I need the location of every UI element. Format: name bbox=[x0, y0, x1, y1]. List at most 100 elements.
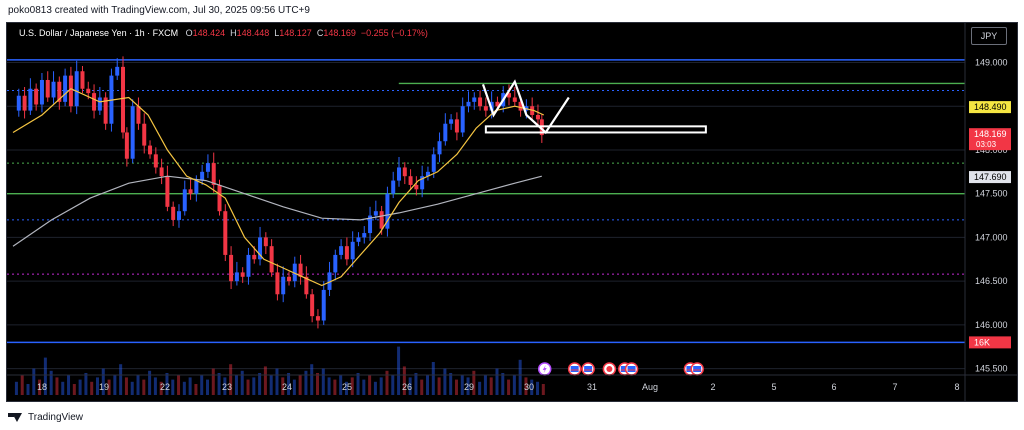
x-tick-label-9: 31 bbox=[587, 382, 597, 392]
candle-body bbox=[356, 237, 361, 242]
candle-body bbox=[182, 189, 187, 212]
volume-bar bbox=[495, 368, 499, 395]
candle-body bbox=[229, 254, 234, 282]
candle-body bbox=[281, 276, 286, 295]
candle-body bbox=[391, 180, 396, 194]
candle-body bbox=[45, 79, 50, 98]
y-tick-label-6: 146.000 bbox=[975, 320, 1008, 330]
candle-body bbox=[304, 276, 309, 295]
volume-bar bbox=[61, 381, 65, 395]
volume-bar bbox=[478, 381, 482, 395]
chart-canvas[interactable]: 149.000148.500148.000147.500147.000146.5… bbox=[7, 23, 1017, 401]
candle-body bbox=[472, 97, 477, 102]
volume-bar bbox=[443, 368, 447, 395]
candle-body bbox=[16, 95, 21, 111]
candle-body bbox=[223, 211, 228, 255]
volume-bar bbox=[420, 379, 424, 395]
x-tick-label-3: 23 bbox=[222, 382, 232, 392]
candle-body bbox=[159, 167, 164, 177]
volume-bar bbox=[20, 375, 24, 395]
moving-average-slow bbox=[12, 175, 542, 247]
volume-bar bbox=[194, 384, 198, 395]
volume-bar bbox=[84, 373, 88, 395]
volume-bar bbox=[95, 377, 99, 395]
volume-bar bbox=[472, 370, 476, 395]
target-glyph bbox=[606, 366, 613, 372]
volume-bar bbox=[142, 379, 146, 395]
volume-bar bbox=[78, 379, 82, 395]
x-tick-label-0: 18 bbox=[37, 382, 47, 392]
volume-bar bbox=[287, 373, 291, 395]
flag-glyph bbox=[627, 366, 636, 372]
candle-body bbox=[211, 163, 216, 185]
volume-bar bbox=[321, 368, 325, 395]
candle-body bbox=[136, 106, 141, 124]
candle-body bbox=[92, 93, 97, 111]
volume-bar bbox=[530, 379, 534, 395]
candle-body bbox=[518, 101, 523, 111]
x-tick-label-13: 6 bbox=[831, 382, 836, 392]
volume-bar bbox=[263, 366, 267, 395]
candle-body bbox=[344, 246, 349, 260]
candle-body bbox=[240, 272, 245, 277]
candle-body bbox=[165, 176, 170, 207]
volume-bar bbox=[327, 377, 331, 395]
volume-bar bbox=[153, 377, 157, 395]
candle-body bbox=[97, 97, 102, 111]
volume-bar bbox=[240, 370, 244, 395]
lightning-event-icon bbox=[537, 362, 552, 376]
neckline-box bbox=[484, 125, 707, 134]
close-label: C bbox=[316, 28, 324, 38]
volume-bar bbox=[402, 366, 406, 395]
y-tick-label-7: 145.500 bbox=[975, 364, 1008, 374]
candle-body bbox=[194, 180, 199, 194]
candle-body bbox=[478, 97, 483, 107]
candle-body bbox=[310, 294, 315, 317]
candle-body bbox=[507, 93, 512, 98]
candle-body bbox=[57, 81, 62, 102]
candle-body bbox=[80, 71, 85, 89]
volume-bar bbox=[292, 379, 296, 395]
volume-bar bbox=[165, 373, 169, 395]
high-label: H bbox=[230, 28, 237, 38]
volume-bar bbox=[373, 381, 377, 395]
volume-bar bbox=[107, 379, 111, 395]
volume-bar bbox=[275, 368, 279, 395]
volume-bar bbox=[55, 377, 59, 395]
volume-bar bbox=[26, 384, 30, 395]
symbol-title: U.S. Dollar / Japanese Yen · 1h · FXCM bbox=[19, 28, 179, 38]
candle-body bbox=[333, 254, 338, 273]
last-price-tag: 148.169 bbox=[974, 129, 1007, 139]
candle-body bbox=[368, 215, 373, 234]
volume-bar bbox=[101, 368, 105, 395]
volume-bar bbox=[32, 368, 36, 395]
volume-tag: 16K bbox=[974, 337, 990, 347]
candle-body bbox=[153, 154, 158, 168]
volume-bar bbox=[397, 346, 401, 395]
candle-body bbox=[402, 167, 407, 177]
price-tag-level-b: 147.690 bbox=[974, 172, 1007, 182]
currency-selector[interactable]: JPY bbox=[971, 27, 1007, 45]
x-tick-label-7: 29 bbox=[464, 382, 474, 392]
moving-average-fast bbox=[12, 87, 545, 287]
volume-bar bbox=[182, 381, 186, 395]
volume-tag-bg bbox=[969, 336, 1011, 349]
volume-bar bbox=[113, 375, 117, 395]
candle-body bbox=[148, 145, 153, 155]
candle-body bbox=[350, 241, 355, 260]
candle-body bbox=[34, 88, 39, 105]
candle-body bbox=[437, 141, 442, 155]
candle-body bbox=[321, 289, 326, 321]
volume-bar bbox=[124, 377, 128, 395]
volume-bar bbox=[524, 377, 528, 395]
chart-area[interactable]: 149.000148.500148.000147.500147.000146.5… bbox=[6, 22, 1018, 402]
x-tick-label-2: 22 bbox=[160, 382, 170, 392]
volume-bar bbox=[119, 364, 123, 395]
volume-bar bbox=[171, 379, 175, 395]
candle-body bbox=[292, 263, 297, 282]
x-tick-label-15: 8 bbox=[954, 382, 959, 392]
candle-body bbox=[86, 88, 91, 94]
volume-bar bbox=[316, 373, 320, 395]
high-value: 148.448 bbox=[236, 28, 270, 38]
volume-bar bbox=[281, 377, 285, 395]
